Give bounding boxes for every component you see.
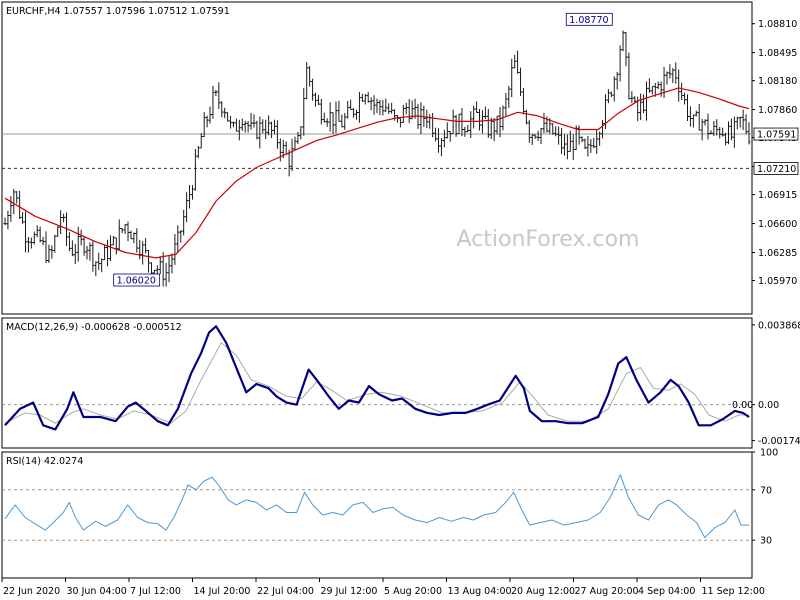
macd-panel: 0.003868 0.00 -0.001742 0.00 MACD(12,26,9) -…: [1, 317, 800, 449]
rsi-panel-frame: [1, 451, 753, 579]
peak-annotation-label: 1.08770: [569, 15, 608, 26]
level-value-box: [753, 161, 799, 175]
x-tick-label: 7 Jul 12:00: [130, 586, 181, 597]
rsi-y-tick-label: 30: [760, 536, 772, 547]
rsi-panel: 100 70 30 RSI(14) 42.0274: [1, 448, 778, 579]
watermark: ActionForex.com: [457, 227, 640, 252]
x-tick-label: 5 Aug 20:00: [384, 586, 442, 597]
x-tick-label: 11 Sep 12:00: [702, 586, 765, 597]
x-tick-label: 30 Jun 04:00: [67, 586, 127, 597]
macd-panel-frame: [1, 317, 753, 449]
macd-y-tick-label: 0.00: [758, 400, 779, 411]
y-tick-label: 1.08810: [758, 19, 797, 30]
y-tick-label: 1.05970: [758, 276, 797, 287]
peak-annotation-box: [113, 273, 161, 287]
macd-y-tick-label: -0.001742: [758, 436, 800, 447]
x-tick-label: 27 Aug 20:00: [575, 586, 639, 597]
rsi-title: RSI(14) 42.0274: [6, 456, 83, 467]
y-tick-label: 1.07860: [758, 105, 797, 116]
level-value-label: 1.07210: [757, 164, 796, 175]
peak-annotation-box: [565, 12, 613, 26]
price-panel-frame: [1, 1, 753, 315]
x-axis: 22 Jun 2020 30 Jun 04:00 7 Jul 12:00 14 Jul…: [1, 578, 765, 597]
macd-zero-label: 0.00: [732, 400, 753, 411]
x-tick-label: 29 Jul 12:00: [321, 586, 378, 597]
rsi-line: [4, 474, 749, 539]
moving-average-line: [4, 87, 750, 259]
x-tick-label: 13 Aug 04:00: [448, 586, 512, 597]
y-tick-label: 1.06600: [758, 219, 797, 230]
x-tick-label: 20 Aug 12:00: [511, 586, 575, 597]
peak-annotation-label: 1.06020: [117, 276, 156, 287]
macd-y-tick-label: 0.003868: [758, 320, 800, 331]
rsi-y-tick-label: 70: [760, 485, 772, 496]
x-tick-label: 4 Sep 04:00: [638, 586, 695, 597]
macd-line: [4, 325, 750, 431]
price-chart-title: EURCHF,H4 1.07557 1.07596 1.07512 1.0759…: [6, 6, 230, 17]
y-tick-label: 1.08180: [758, 76, 797, 87]
x-tick-label: 22 Jun 2020: [3, 586, 60, 597]
macd-title: MACD(12,26,9) -0.000628 -0.000512: [6, 322, 182, 333]
macd-signal-line: [4, 342, 749, 424]
x-tick-label: 14 Jul 20:00: [194, 586, 251, 597]
y-tick-label: 1.06915: [758, 190, 797, 201]
rsi-y-tick-label: 100: [760, 448, 778, 459]
y-tick-label: 1.06285: [758, 248, 797, 259]
level-value-label: 1.07591: [757, 130, 796, 141]
y-tick-label: 1.08495: [758, 48, 797, 59]
x-tick-label: 22 Jul 04:00: [257, 586, 314, 597]
level-value-box: [753, 127, 799, 141]
price-panel: ActionForex.com 1.08810 1.08495 1.08180 1.07…: [1, 1, 799, 315]
